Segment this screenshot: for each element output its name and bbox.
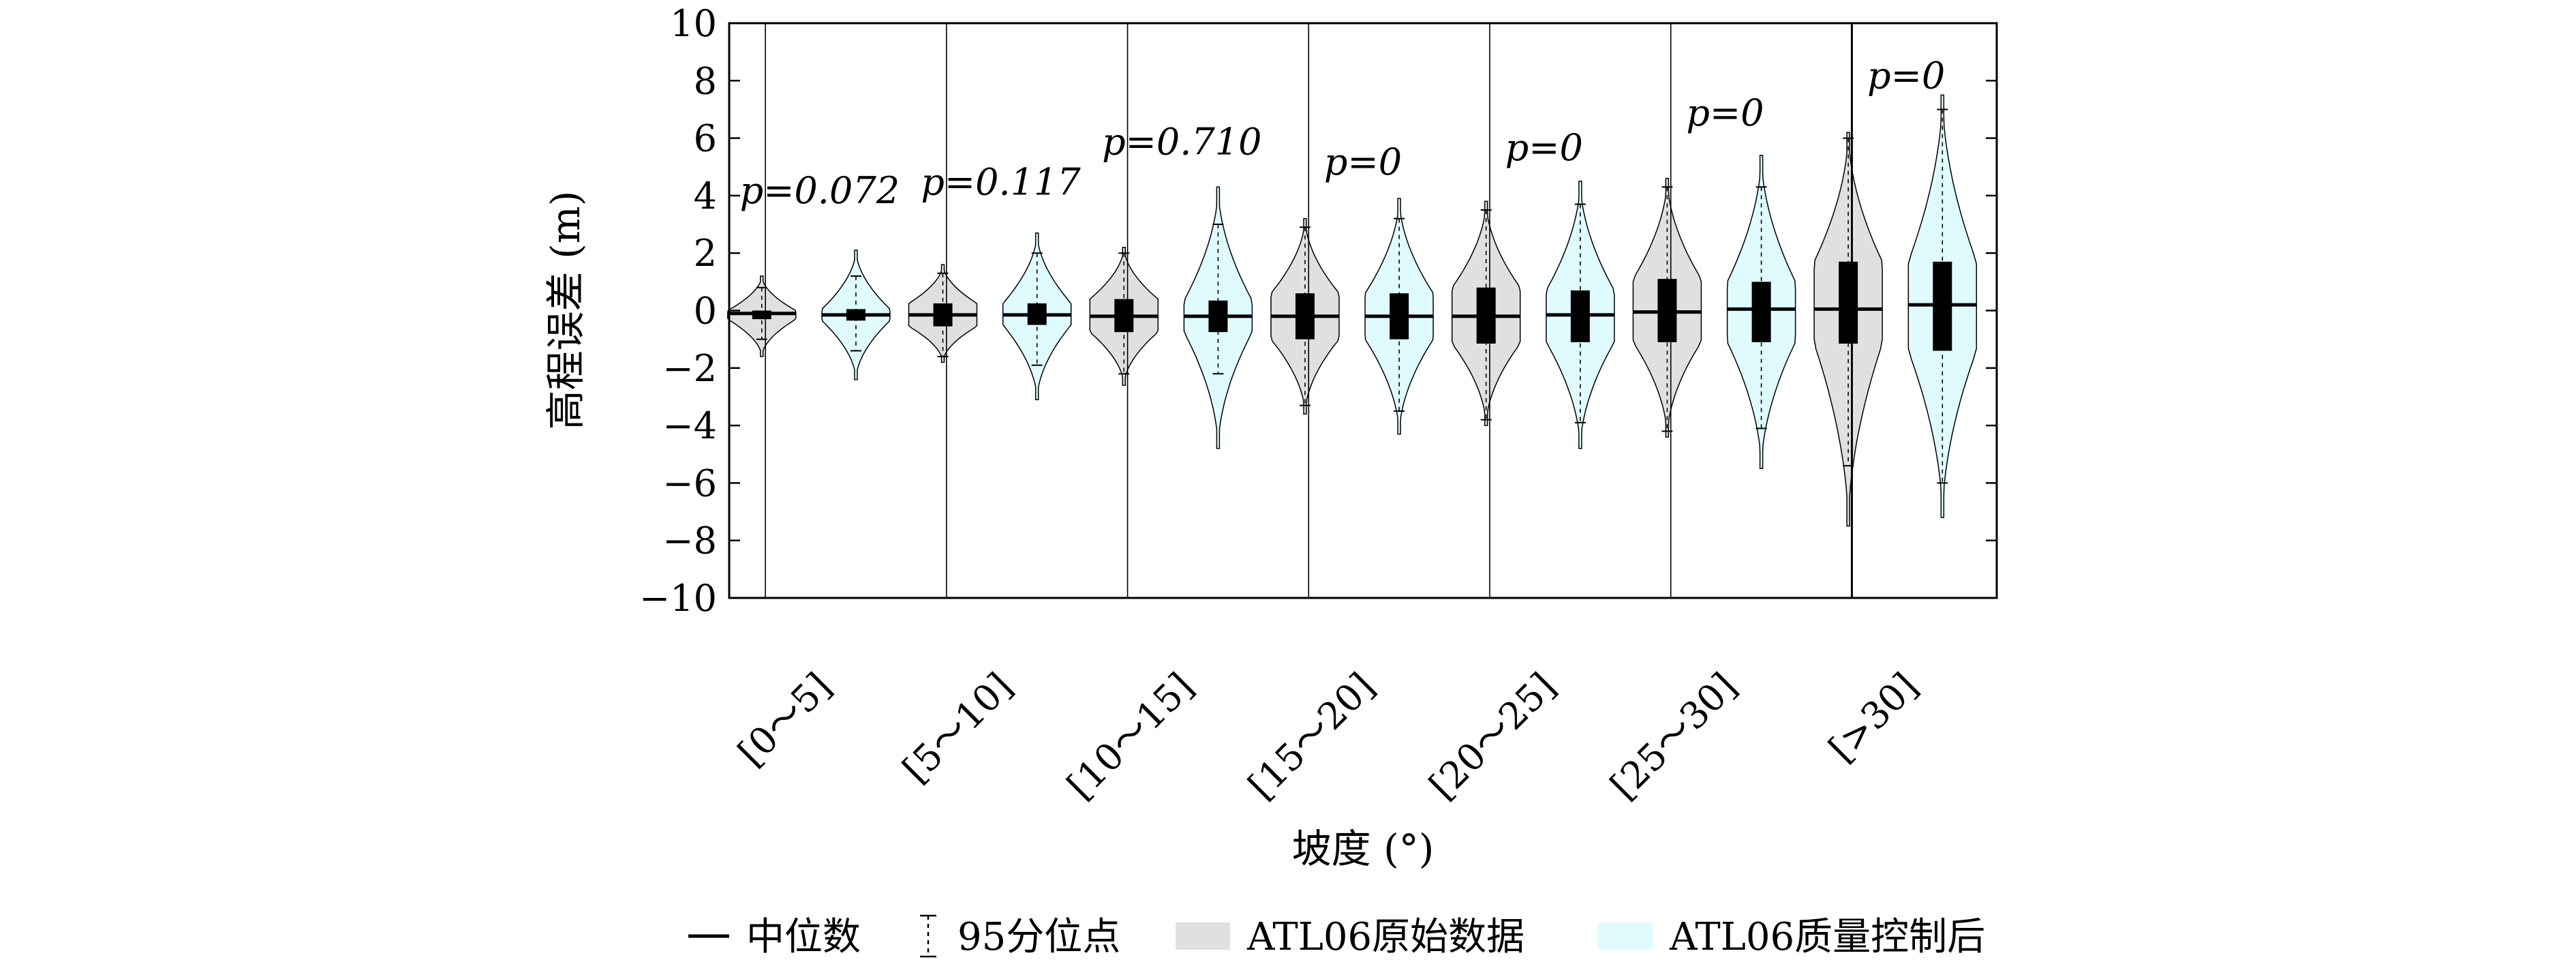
y-axis-label: 高程误差 (m)	[542, 191, 589, 430]
p-value-label: p=0	[1505, 126, 1583, 169]
legend-median-label: 中位数	[746, 915, 861, 959]
legend-qc-label: ATL06质量控制后	[1669, 915, 1985, 959]
legend-percentile-label: 95分位点	[957, 915, 1120, 959]
p-value-label: p=0	[1686, 91, 1764, 134]
legend-raw-label: ATL06原始数据	[1246, 915, 1524, 959]
y-tick-label: 2	[694, 232, 717, 275]
legend-raw-swatch	[1176, 922, 1230, 950]
y-tick-label: 6	[694, 117, 717, 160]
violins-layer	[727, 94, 1978, 527]
x-tick-label: [20～25]	[1421, 665, 1564, 808]
p-value-label: p=0	[1867, 54, 1945, 97]
x-tick-label: [15～20]	[1240, 665, 1383, 808]
legend: 中位数 95分位点 ATL06原始数据 ATL06质量控制后	[688, 914, 1985, 959]
x-tick-label: [5～10]	[894, 665, 1020, 791]
y-tick-label: −8	[662, 520, 717, 562]
y-tick-label: −4	[662, 404, 717, 447]
y-tick-label: 4	[694, 175, 717, 217]
y-tick-label: 8	[694, 59, 717, 102]
legend-qc-swatch	[1598, 922, 1653, 950]
x-axis-label: 坡度 (°)	[1292, 826, 1435, 872]
p-value-label: p=0.072	[740, 169, 900, 212]
x-tick-label: [25～30]	[1602, 665, 1745, 808]
p-value-label: p=0.710	[1102, 120, 1261, 163]
legend-percentile-swatch	[920, 914, 936, 958]
y-tick-label: 10	[670, 2, 717, 45]
x-axis: [0～5] [5～10] [10～15] [15～20] [20～25] [25～30] […	[730, 665, 1926, 808]
x-tick-label: [>30]	[1820, 665, 1926, 770]
p-value-labels: p=0.072 p=0.117 p=0.710 p=0 p=0 p=0 p=0	[740, 54, 1946, 212]
y-tick-label: −6	[662, 462, 717, 505]
x-tick-label: [0～5]	[730, 665, 840, 775]
iqr-box	[1751, 282, 1771, 342]
y-tick-label: −10	[639, 577, 717, 620]
y-axis: 10 8 6 4 2 0 −2 −4 −6 −8 −10	[639, 2, 1997, 620]
y-tick-label: −2	[662, 347, 717, 390]
iqr-box	[1839, 261, 1858, 344]
x-tick-label: [10～15]	[1059, 665, 1202, 808]
y-tick-label: 0	[694, 290, 717, 333]
p-value-label: p=0	[1324, 140, 1402, 183]
p-value-label: p=0.117	[921, 160, 1081, 203]
category-separators	[765, 23, 1853, 598]
